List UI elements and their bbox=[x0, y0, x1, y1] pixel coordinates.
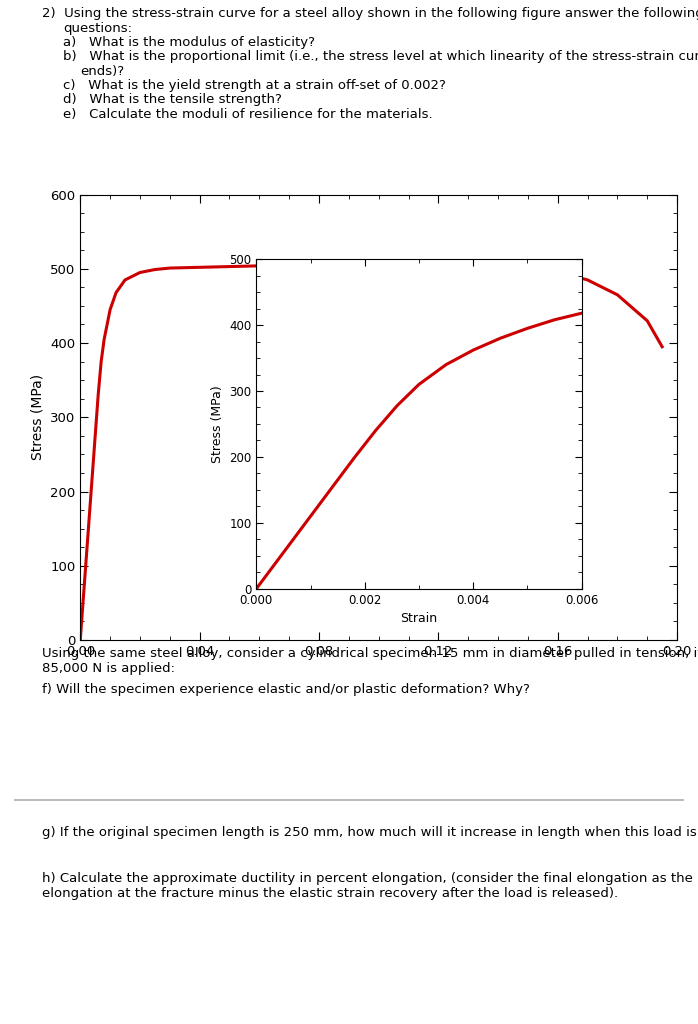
Text: 85,000 N is applied:: 85,000 N is applied: bbox=[42, 662, 175, 675]
Text: a)   What is the modulus of elasticity?: a) What is the modulus of elasticity? bbox=[63, 36, 315, 49]
Text: Using the same steel alloy, consider a cylindrical specimen 15 mm in diameter pu: Using the same steel alloy, consider a c… bbox=[42, 647, 698, 660]
Text: e)   Calculate the moduli of resilience for the materials.: e) Calculate the moduli of resilience fo… bbox=[63, 108, 433, 121]
Text: f) Will the specimen experience elastic and/or plastic deformation? Why?: f) Will the specimen experience elastic … bbox=[42, 683, 530, 696]
Text: h) Calculate the approximate ductility in percent elongation, (consider the fina: h) Calculate the approximate ductility i… bbox=[42, 872, 692, 886]
Text: elongation at the fracture minus the elastic strain recovery after the load is r: elongation at the fracture minus the ela… bbox=[42, 887, 618, 900]
Y-axis label: Stress (MPa): Stress (MPa) bbox=[31, 374, 45, 461]
Text: c)   What is the yield strength at a strain off-set of 0.002?: c) What is the yield strength at a strai… bbox=[63, 79, 446, 92]
Text: ends)?: ends)? bbox=[80, 65, 124, 78]
Text: questions:: questions: bbox=[63, 22, 132, 35]
Text: 2)  Using the stress-strain curve for a steel alloy shown in the following figur: 2) Using the stress-strain curve for a s… bbox=[42, 7, 698, 20]
Text: g) If the original specimen length is 250 mm, how much will it increase in lengt: g) If the original specimen length is 25… bbox=[42, 826, 698, 840]
Text: b)   What is the proportional limit (i.e., the stress level at which linearity o: b) What is the proportional limit (i.e.,… bbox=[63, 50, 698, 63]
Text: d)   What is the tensile strength?: d) What is the tensile strength? bbox=[63, 93, 282, 106]
